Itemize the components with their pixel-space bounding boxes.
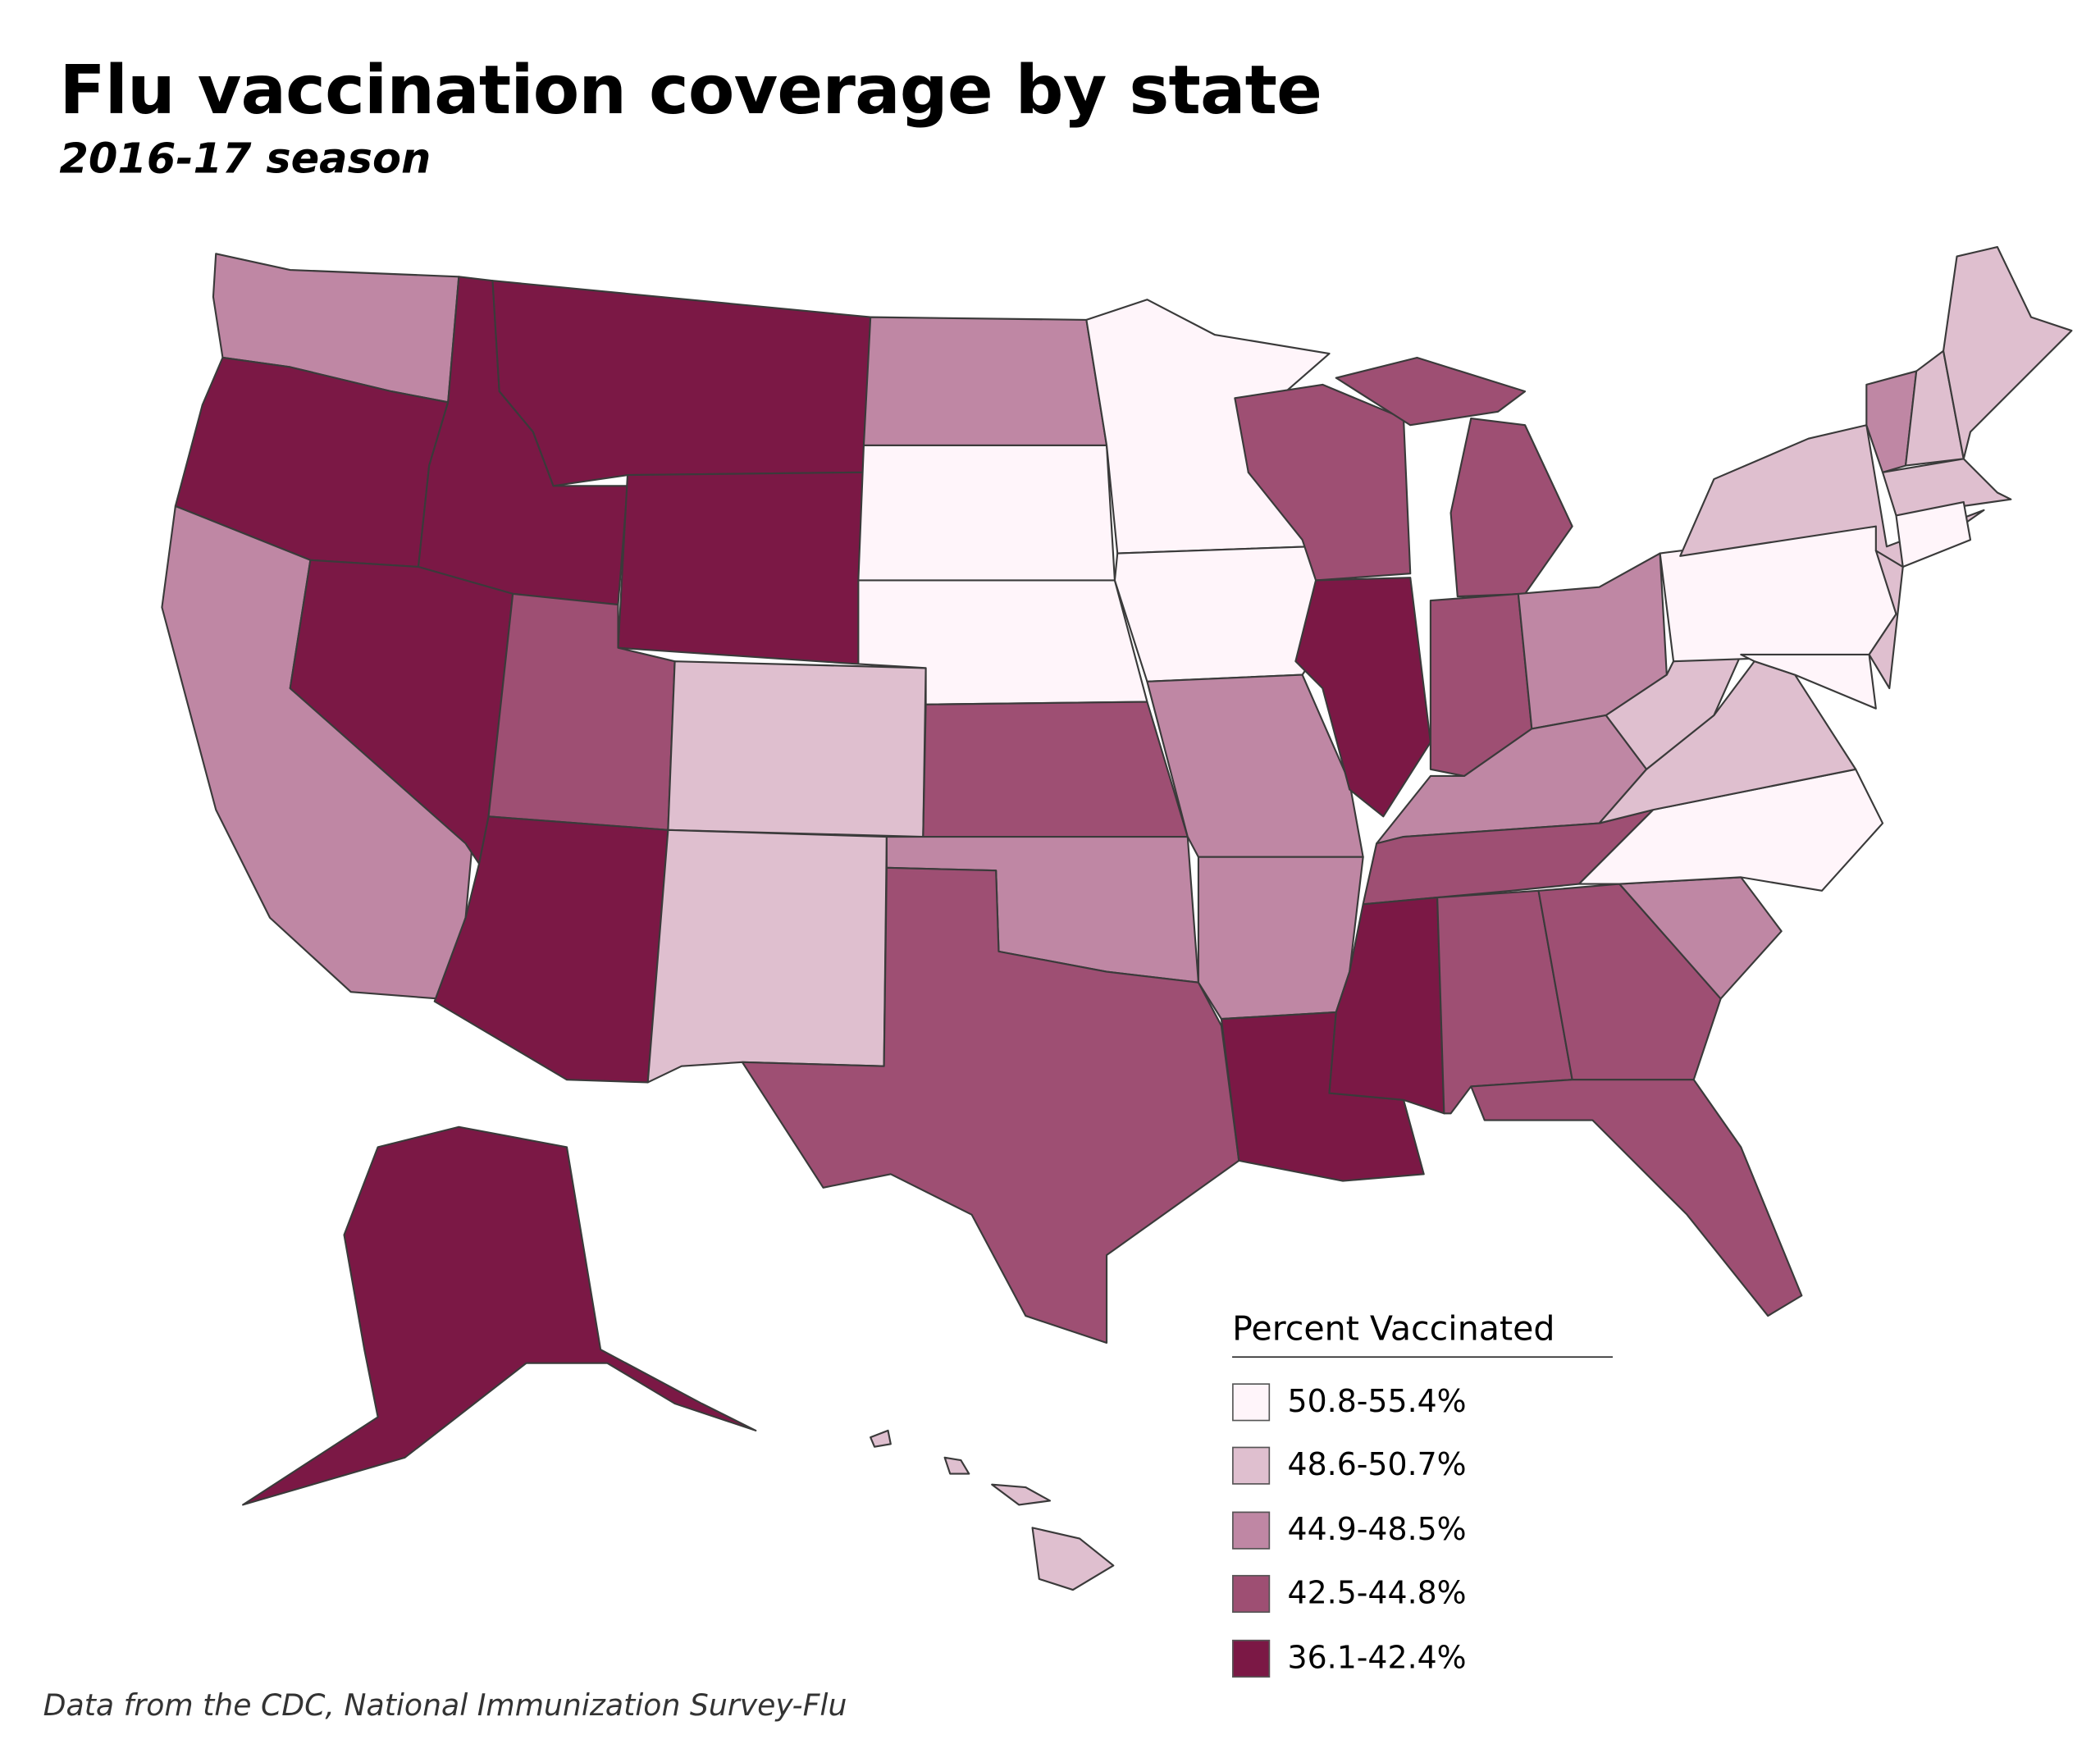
- state-hi-2: [943, 1456, 970, 1475]
- state-md-de: [1740, 653, 1877, 710]
- legend-label: 42.5-44.8%: [1287, 1576, 1467, 1612]
- state-nd: [862, 316, 1108, 446]
- state-vt: [1865, 370, 1918, 473]
- state-nm: [646, 829, 888, 1084]
- state-tx: [741, 866, 1240, 1345]
- state-co: [667, 660, 927, 838]
- source-note: Data from the CDC, National Immunization…: [43, 1689, 847, 1723]
- state-ga: [1537, 883, 1722, 1081]
- state-wy: [617, 471, 865, 665]
- state-mi: [1449, 417, 1573, 598]
- legend-item: 50.8-55.4%: [1232, 1381, 1613, 1422]
- state-ar: [1197, 856, 1364, 1020]
- legend-swatch: [1232, 1574, 1271, 1614]
- state-hi-1: [870, 1429, 892, 1448]
- legend-label: 44.9-48.5%: [1287, 1512, 1467, 1548]
- legend-title: Percent Vaccinated: [1232, 1309, 1614, 1358]
- legend-swatch: [1232, 1382, 1271, 1421]
- legend-label: 36.1-42.4%: [1287, 1640, 1467, 1676]
- legend-swatch: [1232, 1510, 1271, 1549]
- legend-item: 42.5-44.8%: [1232, 1573, 1613, 1614]
- state-hi-4: [1031, 1527, 1115, 1591]
- page-subtitle: 2016-17 season: [59, 135, 431, 184]
- state-fl: [1470, 1079, 1803, 1317]
- state-hi-3: [991, 1483, 1052, 1506]
- state-wi: [1234, 383, 1412, 582]
- state-mt: [491, 280, 872, 487]
- legend: Percent Vaccinated 50.8-55.4% 48.6-50.7%…: [1232, 1309, 1614, 1678]
- state-mi-upper: [1335, 356, 1527, 427]
- state-sd: [857, 444, 1116, 584]
- legend-item: 48.6-50.7%: [1232, 1445, 1613, 1486]
- state-il: [1294, 577, 1431, 818]
- page-title: Flu vaccination coverage by state: [59, 51, 1322, 130]
- legend-label: 50.8-55.4%: [1287, 1384, 1467, 1419]
- state-ma: [1881, 458, 2012, 517]
- legend-swatch: [1232, 1446, 1271, 1485]
- legend-item: 36.1-42.4%: [1232, 1637, 1613, 1678]
- state-ct-ri: [1895, 500, 1972, 568]
- state-me: [1942, 246, 2073, 460]
- legend-swatch: [1232, 1639, 1271, 1678]
- legend-item: 44.9-48.5%: [1232, 1509, 1613, 1550]
- state-ks: [922, 701, 1189, 838]
- state-ak: [242, 1125, 757, 1506]
- legend-label: 48.6-50.7%: [1287, 1448, 1467, 1484]
